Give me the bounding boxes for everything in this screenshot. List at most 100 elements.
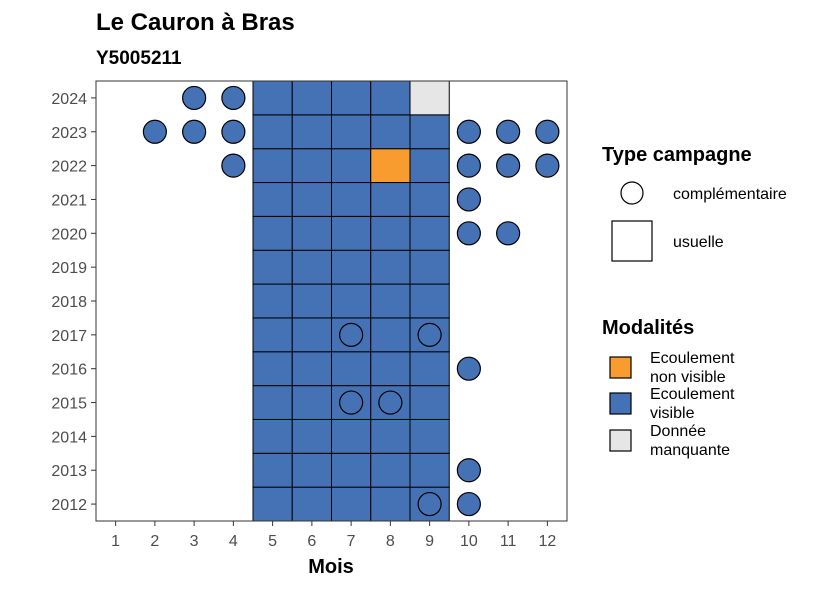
tile-2018-8 <box>370 283 411 319</box>
tile-2013-7 <box>331 452 372 488</box>
y-tick-label: 2019 <box>51 260 87 277</box>
y-tick-label: 2023 <box>51 125 87 142</box>
y-tick-label: 2016 <box>51 362 87 379</box>
point-2020-10 <box>456 221 481 246</box>
point-2023-4 <box>221 119 246 144</box>
tile-2023-9 <box>409 114 450 150</box>
tile-2019-7 <box>331 249 372 285</box>
tile-2019-5 <box>252 249 293 285</box>
legend-type-label: usuelle <box>673 234 724 251</box>
tile-2022-9 <box>409 148 450 184</box>
tile-2016-5 <box>252 351 293 387</box>
y-tick-label: 2014 <box>51 429 87 446</box>
tile-2021-5 <box>252 182 293 217</box>
tile-2020-5 <box>252 215 293 251</box>
tile-2019-8 <box>370 249 411 285</box>
tile-2021-6 <box>291 182 332 217</box>
tile-2020-9 <box>409 215 450 251</box>
tile-2018-7 <box>331 283 372 319</box>
x-tick-label: 4 <box>229 533 238 550</box>
tile-2012-6 <box>291 486 332 522</box>
tile-2013-6 <box>291 452 332 488</box>
tile-2015-5 <box>252 385 293 420</box>
tile-2019-9 <box>409 249 450 285</box>
x-tick-label: 6 <box>307 533 316 550</box>
tile-2017-6 <box>291 317 332 353</box>
chart-subtitle: Y5005211 <box>96 48 182 69</box>
point-2023-10 <box>456 119 481 144</box>
point-2022-12 <box>535 153 560 178</box>
tile-2021-8 <box>370 182 411 217</box>
legend-type-title: Type campagne <box>602 144 752 166</box>
x-axis: 1 2 3 4 5 6 7 8 9 10 11 12 <box>111 521 556 550</box>
point-2015-7 <box>339 390 364 415</box>
point-2023-3 <box>182 119 207 144</box>
tile-2023-7 <box>331 114 372 150</box>
tile-2018-6 <box>291 283 332 319</box>
x-tick-label: 8 <box>386 533 395 550</box>
x-tick-label: 9 <box>425 533 434 550</box>
point-2023-2 <box>142 119 167 144</box>
legend-modalite-title: Modalités <box>602 317 694 339</box>
y-tick-label: 2020 <box>51 226 87 243</box>
tile-2019-6 <box>291 249 332 285</box>
tile-2022-8 <box>370 148 411 184</box>
point-2021-10 <box>456 187 481 212</box>
y-tick-label: 2012 <box>51 497 87 514</box>
tile-2012-8 <box>370 486 411 522</box>
point-2023-12 <box>535 119 560 144</box>
tile-2014-7 <box>331 418 372 454</box>
tile-2017-8 <box>370 317 411 353</box>
tile-2012-5 <box>252 486 293 522</box>
point-2017-7 <box>339 322 364 347</box>
tile-2023-8 <box>370 114 411 150</box>
legend-modalite-key <box>609 392 632 415</box>
tile-2013-5 <box>252 452 293 488</box>
point-2023-11 <box>496 119 521 144</box>
y-tick-label: 2015 <box>51 396 87 413</box>
y-tick-label: 2017 <box>51 328 87 345</box>
tile-2021-7 <box>331 182 372 217</box>
legend-modalite-label: Ecoulement non visible <box>650 350 735 386</box>
tile-2022-5 <box>252 148 293 184</box>
legend-modalite-key <box>609 429 632 452</box>
point-2022-10 <box>456 153 481 178</box>
tile-2014-5 <box>252 418 293 454</box>
tile-2015-6 <box>291 385 332 420</box>
tile-2020-7 <box>331 215 372 251</box>
tile-2024-7 <box>331 80 372 116</box>
point-2022-4 <box>221 153 246 178</box>
plot-area <box>142 80 560 522</box>
y-axis: 2012 2013 2014 2015 2016 2017 2018 2019 2020 2021… <box>51 91 96 514</box>
point-2020-11 <box>496 221 521 246</box>
legend-circle-key <box>620 181 644 205</box>
tile-2022-6 <box>291 148 332 184</box>
tile-2013-8 <box>370 452 411 488</box>
legend-modalite-label: Donnée manquante <box>650 423 730 459</box>
tile-2018-5 <box>252 283 293 319</box>
tile-2020-6 <box>291 215 332 251</box>
legend: Type campagne Modalités complémentaire us… <box>602 144 787 459</box>
tile-2021-9 <box>409 182 450 217</box>
tile-2020-8 <box>370 215 411 251</box>
tile-2024-5 <box>252 80 293 116</box>
tile-2018-9 <box>409 283 450 319</box>
tile-2015-9 <box>409 385 450 420</box>
point-2024-3 <box>182 85 207 111</box>
x-tick-label: 5 <box>268 533 277 550</box>
point-2013-10 <box>456 458 481 483</box>
tile-2014-8 <box>370 418 411 454</box>
x-tick-label: 10 <box>460 533 478 550</box>
x-tick-label: 11 <box>500 533 517 550</box>
x-tick-label: 2 <box>150 533 159 550</box>
tile-2012-7 <box>331 486 372 522</box>
tile-2024-8 <box>370 80 411 116</box>
y-tick-label: 2021 <box>51 192 87 209</box>
tile-2024-6 <box>291 80 332 116</box>
x-axis-title: Mois <box>308 556 354 578</box>
y-tick-label: 2024 <box>51 91 87 108</box>
legend-modalite-key <box>609 356 632 379</box>
point-2015-8 <box>378 390 403 415</box>
tile-2022-7 <box>331 148 372 184</box>
legend-type-label: complémentaire <box>673 186 787 203</box>
